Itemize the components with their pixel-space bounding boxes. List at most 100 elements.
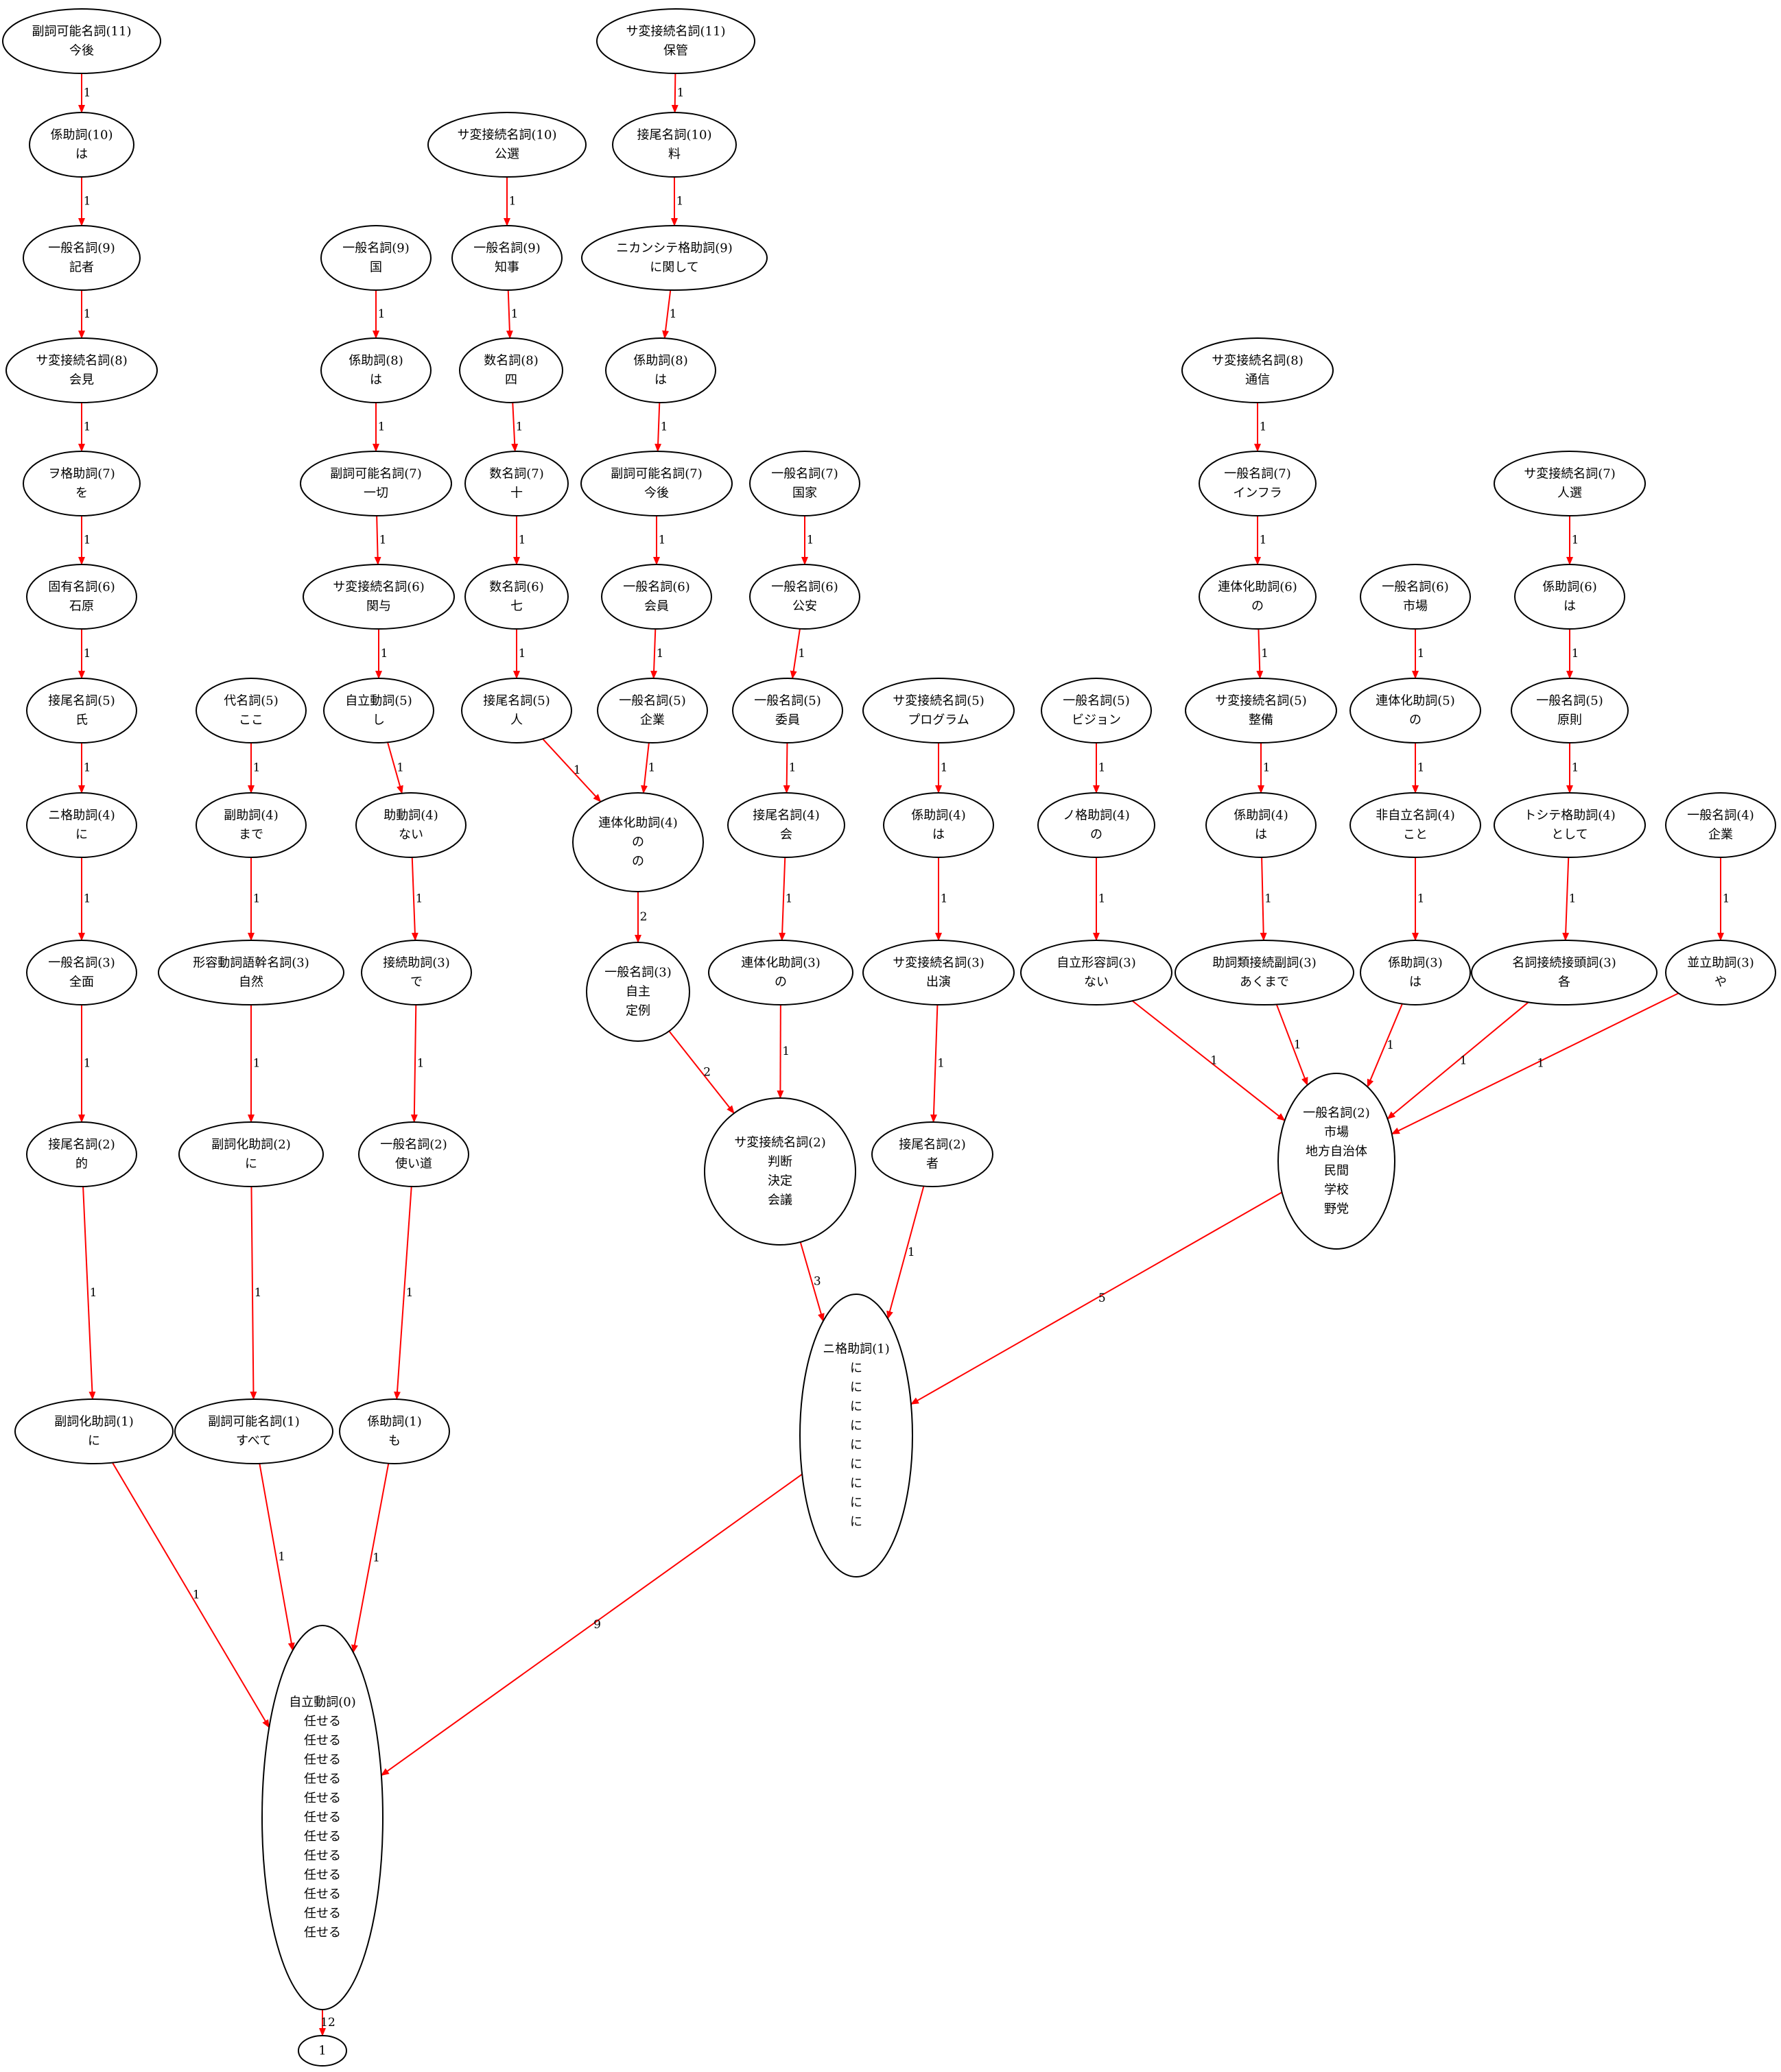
node-ellipse [871,1121,993,1187]
edge-weight-label: 9 [593,1618,601,1632]
graph-edge-h3-to-ip2: 1 [1131,1000,1286,1121]
node-token: 任せる [304,1772,341,1787]
node-token: 任せる [304,1868,341,1883]
node-label: 副詞可能名詞(1) [208,1415,300,1429]
graph-edge-c3-to-c2: 1 [410,1004,424,1123]
node-token: 野党 [1324,1202,1349,1217]
node-token: 通信 [1245,373,1270,388]
edge-weight-label: 1 [782,1045,790,1058]
edge-weight-label: 1 [1417,761,1425,775]
node-ellipse [361,940,472,1005]
graph-edge-d7-to-d6: 1 [513,516,526,565]
node-token: 自然 [239,975,263,990]
node-token: まで [239,828,263,842]
graph-node-b2: 副詞化助詞(2) に [178,1121,324,1187]
graph-edge-i3-to-ip2: 1 [1275,1004,1308,1086]
graph-edge-g5-to-g4: 1 [935,743,947,794]
edge-weight-label: 1 [659,534,666,547]
edge-arrow [112,1462,270,1728]
graph-edge-a1-to-root: 1 [112,1462,270,1728]
node-ellipse [261,1625,384,2010]
graph-edge-jr3-to-sh2: 2 [668,1030,735,1114]
graph-node-j3: 係助詞(3) は [1360,940,1471,1005]
edge-arrow [641,742,650,794]
node-ellipse [1360,564,1471,630]
node-ellipse [601,564,712,630]
node-label: 係助詞(4) [1234,809,1288,823]
graph-edge-b4-to-b3: 1 [248,857,261,941]
graph-edge-i5-to-i4: 1 [1258,743,1271,794]
graph-edge-sh2-to-ni1: 3 [799,1241,825,1322]
node-ellipse [26,564,137,630]
graph-edge-k6-to-k5: 1 [1566,629,1579,679]
node-token: も [388,1434,401,1449]
node-token: に [850,1496,862,1510]
edge-arrow [411,857,418,942]
node-token: 保管 [663,44,688,58]
node-ellipse [749,451,860,516]
node-token: 企業 [640,713,665,728]
node-token: 知事 [495,261,519,275]
node-label: 固有名詞(6) [48,580,115,595]
node-ellipse [612,112,737,178]
node-ellipse [605,337,716,403]
edge-weight-label: 1 [84,195,91,209]
node-ellipse [5,337,158,403]
edge-weight-label: 12 [320,2016,335,2029]
graph-node-b5: 代名詞(5) ここ [196,678,307,743]
edge-weight-label: 1 [378,307,386,321]
node-label: サ変接続名詞(5) [1215,694,1307,708]
node-ellipse [596,8,755,74]
node-token: 任せる [304,1926,341,1940]
node-token: 記者 [69,261,94,275]
node-token: は [75,147,88,162]
node-label: 一般名詞(5) [1536,694,1603,708]
node-token: 人 [510,713,523,728]
graph-edge-g3-to-g2: 1 [930,1004,945,1123]
graph-edge-d10-to-d9: 1 [504,177,516,226]
node-ellipse [320,225,432,291]
node-ellipse [1041,678,1152,743]
node-token: 会 [780,828,792,842]
graph-edge-a7-to-a6: 1 [78,516,91,565]
edge-arrow [250,1186,257,1401]
node-ellipse [708,940,853,1005]
node-ellipse [174,1398,333,1464]
node-token: に [88,1434,100,1449]
node-ellipse [732,678,843,743]
node-label: 自立動詞(5) [345,694,412,708]
graph-node-a7: ヲ格助詞(7) を [23,451,141,516]
edge-weight-label: 1 [84,307,91,321]
node-token: し [373,713,385,728]
node-label: 係助詞(10) [51,128,113,143]
node-ellipse [580,451,733,516]
node-label: 形容動詞語幹名詞(3) [193,956,309,970]
edge-weight-label: 1 [1260,420,1267,434]
node-label: 代名詞(5) [224,694,279,708]
graph-node-i6: 連体化助詞(6) の [1199,564,1317,630]
edge-weight-label: 1 [253,892,261,906]
edge-arrow [1131,1000,1286,1121]
graph-node-k7: サ変接続名詞(7) 人選 [1494,451,1646,516]
graph-edge-i4-to-i3: 1 [1260,857,1272,942]
node-token: 全面 [69,975,94,990]
edge-weight-label: 1 [1263,761,1271,775]
edge-weight-label: 1 [1572,647,1579,660]
node-ellipse [862,678,1015,743]
node-label: 接尾名詞(4) [753,809,820,823]
node-label: 副詞化助詞(1) [54,1415,134,1429]
edge-arrow [542,738,602,802]
edge-arrow [668,1030,735,1114]
node-label: 係助詞(8) [349,354,403,368]
graph-node-e6: 一般名詞(6) 会員 [601,564,712,630]
node-label: サ変接続名詞(3) [893,956,984,970]
node-ellipse [320,337,432,403]
graph-edge-c9-to-c8: 1 [373,290,386,339]
edge-weight-label: 1 [661,420,668,433]
node-label: 一般名詞(6) [623,580,690,595]
node-token: に [850,1438,862,1453]
graph-edge-i7-to-i6: 1 [1254,516,1266,565]
edge-weight-label: 1 [193,1588,200,1602]
graph-edge-a3-to-a2: 1 [78,1005,91,1123]
node-label: 1 [318,2044,326,2058]
